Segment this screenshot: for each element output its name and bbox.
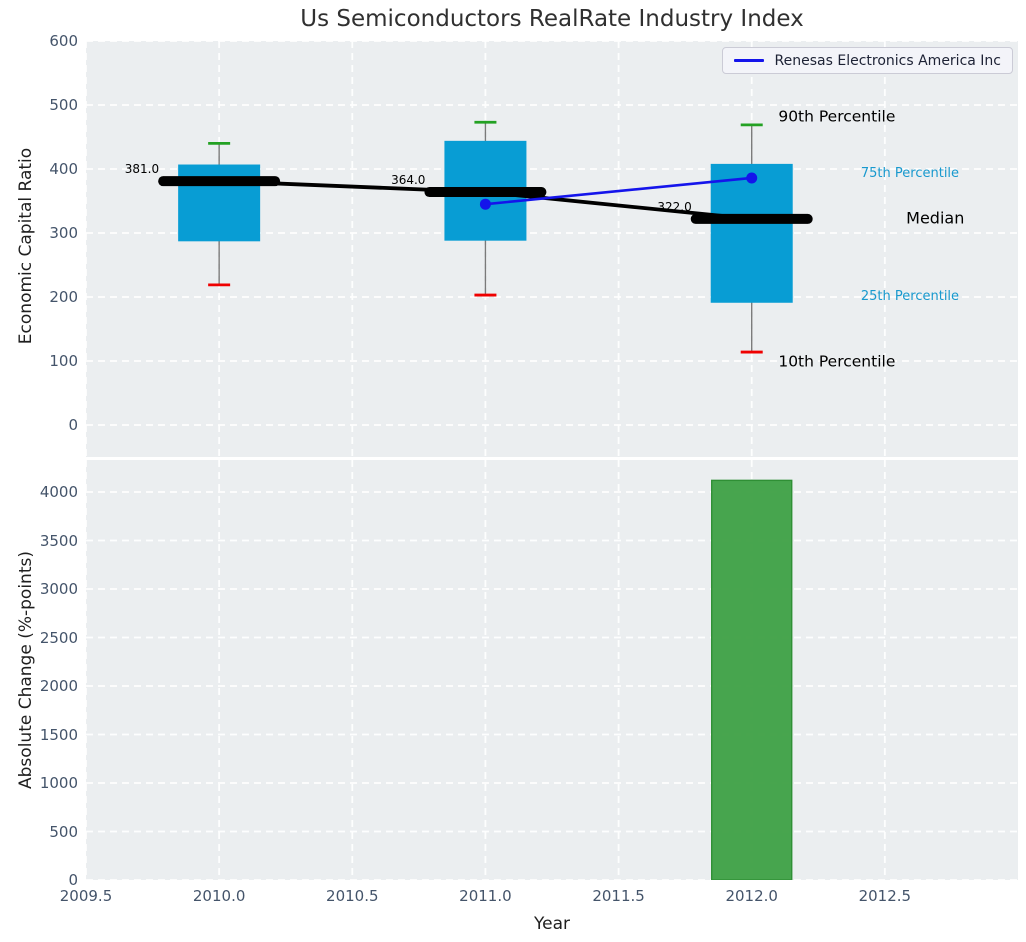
percentile-box — [178, 165, 260, 242]
y-tick-label: 300 — [0, 224, 78, 242]
median-value-label: 322.0 — [657, 200, 691, 214]
x-tick-label: 2012.0 — [702, 887, 802, 905]
y-tick-label: 2000 — [0, 677, 78, 695]
change-bar — [712, 480, 792, 880]
y-tick-label: 3000 — [0, 580, 78, 598]
x-tick-label: 2010.5 — [302, 887, 402, 905]
figure: Us Semiconductors RealRate Industry Inde… — [0, 0, 1026, 942]
y-tick-label: 400 — [0, 160, 78, 178]
company-point — [746, 172, 757, 183]
y-tick-label: 1000 — [0, 774, 78, 792]
annotation-median: Median — [906, 208, 964, 227]
x-tick-label: 2012.5 — [835, 887, 935, 905]
y-tick-label: 1500 — [0, 726, 78, 744]
company-point — [480, 199, 491, 210]
bottom-plot-area — [86, 460, 1018, 880]
annotation-75th-percentile: 75th Percentile — [861, 166, 959, 181]
annotation-25th-percentile: 25th Percentile — [861, 289, 959, 304]
y-tick-label: 100 — [0, 352, 78, 370]
y-tick-label: 3500 — [0, 532, 78, 550]
annotation-10th-percentile: 10th Percentile — [778, 353, 895, 371]
y-tick-label: 2500 — [0, 629, 78, 647]
y-tick-label: 500 — [0, 823, 78, 841]
percentile-box — [711, 164, 793, 303]
x-tick-label: 2009.5 — [36, 887, 136, 905]
median-value-label: 364.0 — [391, 173, 425, 187]
y-tick-label: 0 — [0, 416, 78, 434]
x-tick-label: 2011.0 — [435, 887, 535, 905]
y-tick-label: 4000 — [0, 483, 78, 501]
y-tick-label: 200 — [0, 288, 78, 306]
chart-title: Us Semiconductors RealRate Industry Inde… — [86, 6, 1018, 32]
median-value-label: 381.0 — [125, 162, 159, 176]
legend-line-sample — [734, 59, 764, 62]
bar-chart-canvas — [86, 460, 1018, 880]
top-plot-area: 381.0 364.0 322.0 90th Percentile 75th Perce… — [86, 41, 1018, 457]
x-axis-label: Year — [86, 914, 1018, 934]
percentile-chart-canvas: 381.0 364.0 322.0 90th Percentile 75th Perce… — [86, 41, 1018, 457]
y-tick-label: 500 — [0, 96, 78, 114]
legend: Renesas Electronics America Inc — [722, 47, 1013, 74]
x-tick-label: 2011.5 — [569, 887, 669, 905]
annotation-90th-percentile: 90th Percentile — [778, 107, 895, 125]
x-tick-label: 2010.0 — [169, 887, 269, 905]
y-tick-label: 600 — [0, 32, 78, 50]
y-axis-label-bottom: Absolute Change (%-points) — [15, 462, 37, 878]
legend-label: Renesas Electronics America Inc — [775, 53, 1001, 69]
